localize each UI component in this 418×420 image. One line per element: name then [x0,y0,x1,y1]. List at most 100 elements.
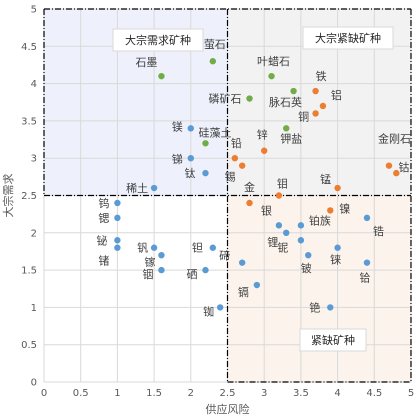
point-2-23 [363,259,371,266]
point-label-2-9: 镓 [144,255,155,269]
point-2-3 [150,184,158,192]
y-tick-label-9: 4.5 [21,42,37,53]
point-label-2-0: 镁 [172,119,183,133]
point-label-0-3: 磷矿石 [209,93,242,106]
point-label-1-9: 镍 [339,201,350,215]
y-tick-label-10: 5 [31,5,37,16]
point-label-2-24: 铯 [309,300,320,314]
point-1-1 [319,102,327,110]
point-label-0-2: 叶蜡石 [257,55,290,68]
point-2-21 [334,244,341,251]
point-1-11 [393,169,400,177]
point-label-2-6: 铋 [96,233,107,247]
point-0-2 [268,72,275,80]
point-label-2-16: 银 [261,203,272,217]
point-2-4 [114,199,121,207]
point-2-7 [114,244,121,251]
point-0-6 [283,125,290,132]
point-2-18 [283,229,290,236]
point-label-1-7: 钼 [277,177,288,191]
point-2-19 [297,237,305,244]
region-label-1: 大宗紧缺矿种 [315,31,381,45]
x-tick-label-4: 2 [188,388,194,399]
point-label-2-22: 锆 [373,225,384,238]
x-tick-label-1: 0.5 [73,388,89,399]
point-2-12 [202,266,209,274]
point-1-0 [312,87,319,95]
point-label-1-8: 锰 [320,172,331,186]
point-2-20 [305,251,312,259]
point-1-9 [327,207,334,214]
x-tick-label-6: 3 [261,388,267,399]
y-axis-title: 大宗需求 [1,174,15,218]
point-label-2-18: 锂 [267,235,278,249]
point-label-0-5: 硅藻土 [198,126,231,139]
point-2-22 [363,214,371,222]
region-label-2: 紧缺矿种 [311,333,355,347]
point-label-2-10: 铟 [142,267,153,281]
point-label-2-12: 硒 [186,268,197,281]
point-2-15 [253,281,261,289]
point-label-0-1: 萤石 [204,38,226,51]
point-label-0-0: 石墨 [135,56,157,69]
region-label-box-2 [299,328,367,352]
y-tick-label-3: 1.5 [21,266,37,277]
point-label-2-2: 钛 [184,166,195,180]
point-label-1-1: 铝 [331,88,342,102]
point-label-2-21: 铼 [330,253,341,267]
y-tick-label-6: 3 [31,154,37,165]
point-0-1 [209,58,217,65]
data-points [114,58,400,311]
region-label-box-0 [112,28,204,52]
x-tick-label-9: 4.5 [366,388,382,399]
point-label-2-13: 碲 [219,249,230,263]
region-label-0: 大宗需求矿种 [125,33,191,47]
point-1-2 [312,110,319,117]
point-1-6 [246,199,253,207]
x-tick-label-0: 0 [41,388,47,399]
point-2-8 [150,244,158,251]
point-2-9 [158,251,165,259]
point-2-2 [202,169,209,177]
point-2-6 [114,237,121,244]
x-tick-label-10: 5 [408,388,414,399]
point-label-2-17: 铂族 [309,213,331,227]
point-2-5 [114,214,121,222]
point-label-1-5: 锡 [225,170,236,184]
point-1-3 [231,155,239,162]
point-2-1 [187,155,194,162]
point-0-3 [246,95,253,102]
point-label-2-14: 铷 [203,304,214,318]
x-tick-label-7: 3.5 [293,388,309,399]
point-2-10 [158,266,165,274]
point-1-8 [334,184,341,192]
point-label-2-20: 铍 [301,262,312,275]
point-2-0 [187,125,194,132]
point-1-5 [238,162,246,169]
point-2-17 [297,222,305,229]
point-label-2-5: 锶 [98,211,109,225]
y-tick-label-2: 1 [31,303,37,314]
point-label-1-3: 铅 [231,136,242,150]
point-0-4 [290,87,297,95]
point-label-2-7: 锗 [98,254,109,268]
point-1-7 [275,192,283,199]
y-tick-label-8: 4 [31,79,37,90]
point-label-1-2: 铜 [298,109,309,123]
threshold-lines [43,8,412,383]
point-2-11 [209,244,217,251]
point-label-0-6: 钾盐 [280,131,302,145]
point-1-4 [261,147,268,154]
point-1-10 [385,162,393,169]
point-label-2-11: 钽 [192,242,203,255]
x-axis-title: 供应风险 [206,402,250,416]
x-tick-label-5: 2.5 [220,388,236,399]
region-label-box-1 [302,26,394,50]
point-label-2-3: 稀土 [126,182,148,195]
point-label-2-15: 镉 [238,285,249,299]
point-0-0 [158,72,165,80]
point-label-2-19: 铌 [277,240,288,254]
